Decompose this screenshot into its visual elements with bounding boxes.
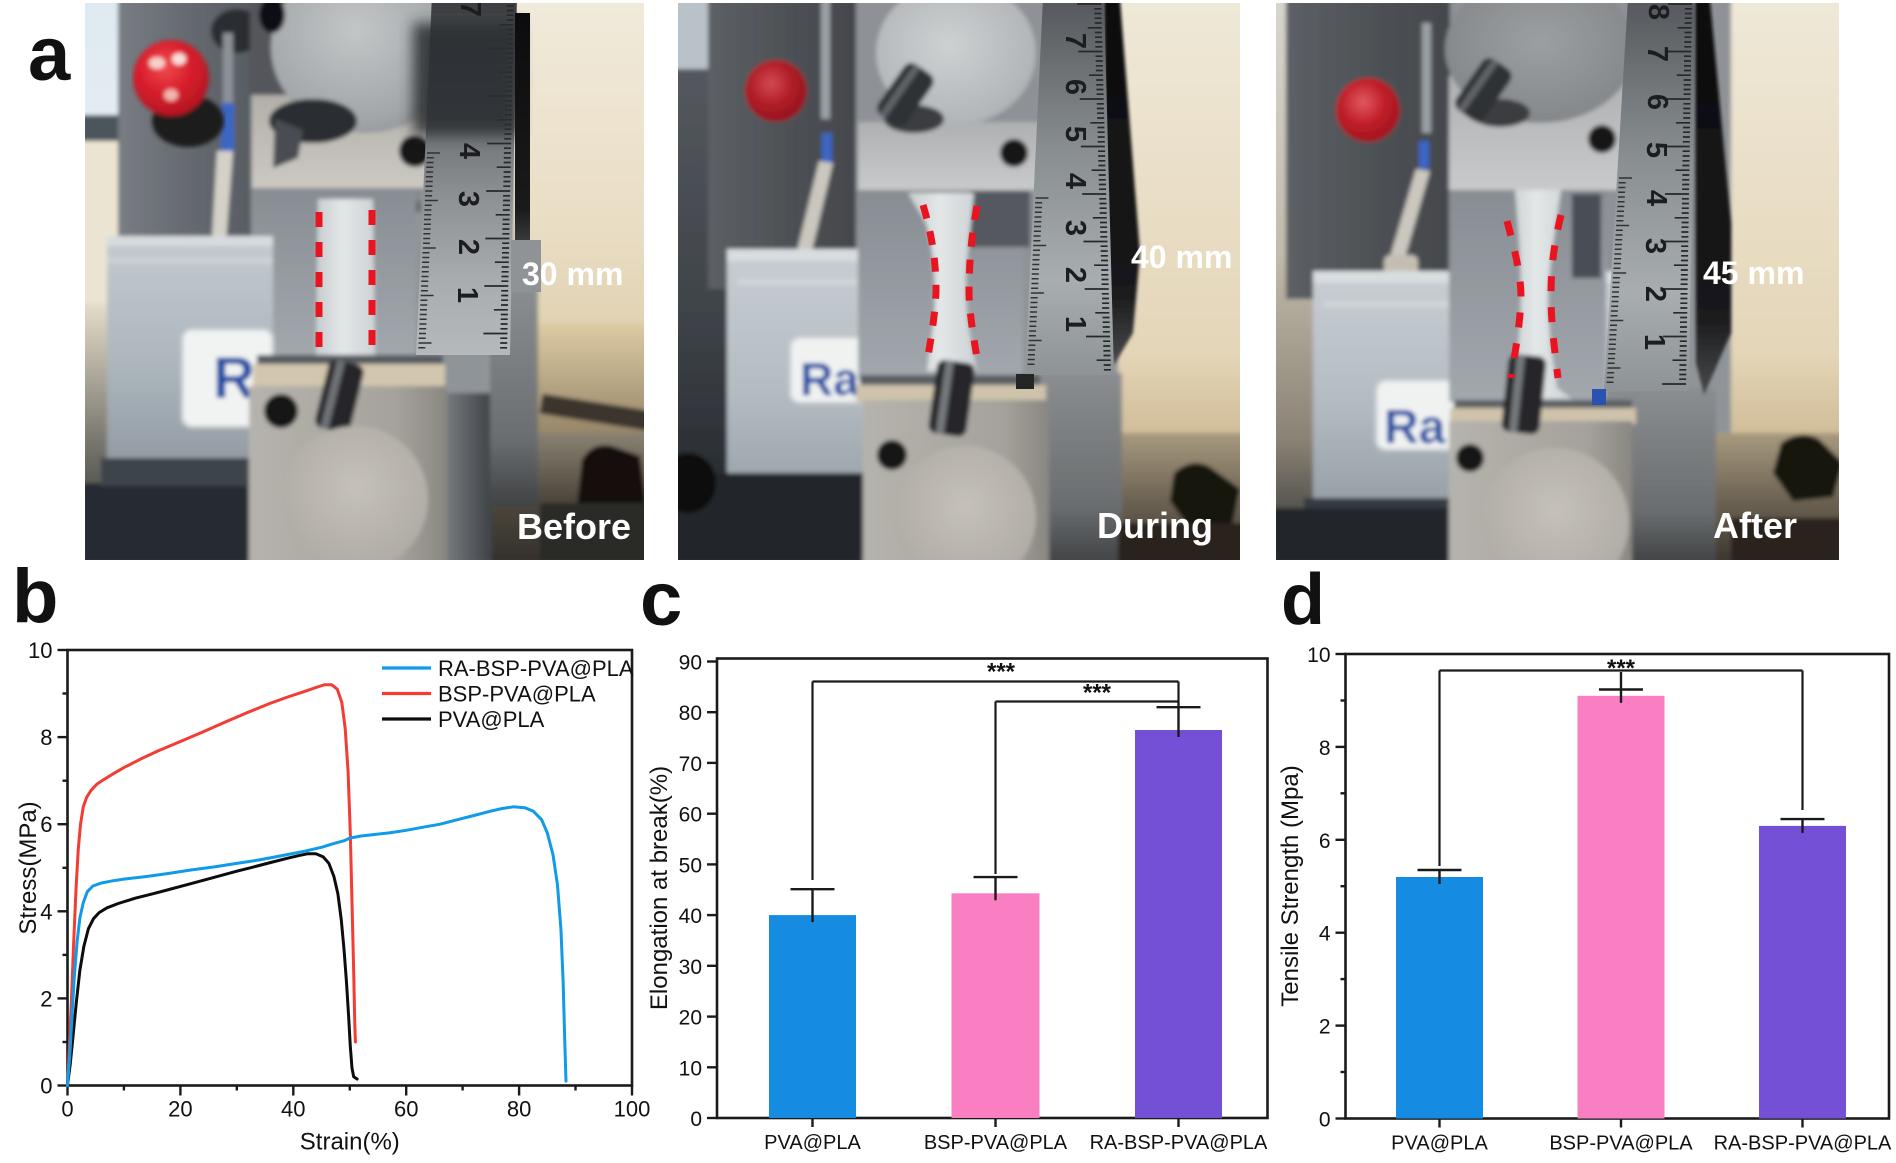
svg-text:Tensile Strength (Mpa): Tensile Strength (Mpa) <box>1277 765 1304 1006</box>
svg-text:3: 3 <box>1059 220 1091 236</box>
svg-text:***: *** <box>1083 680 1112 707</box>
svg-text:4: 4 <box>40 899 52 924</box>
svg-text:80: 80 <box>507 1097 531 1122</box>
svg-text:4: 4 <box>453 143 485 159</box>
svg-text:0: 0 <box>1319 1109 1331 1132</box>
svg-text:20: 20 <box>679 1007 702 1030</box>
svg-text:2: 2 <box>1319 1016 1331 1039</box>
svg-text:c: c <box>640 557 682 642</box>
svg-text:5: 5 <box>1640 142 1672 158</box>
svg-text:After: After <box>1713 505 1797 546</box>
svg-text:60: 60 <box>394 1097 418 1122</box>
svg-text:RA-BSP-PVA@PLA: RA-BSP-PVA@PLA <box>438 656 634 681</box>
svg-text:Strain(%): Strain(%) <box>300 1129 400 1156</box>
svg-text:BSP-PVA@PLA: BSP-PVA@PLA <box>438 682 596 707</box>
svg-text:3: 3 <box>1639 238 1671 254</box>
svg-text:d: d <box>1281 560 1325 640</box>
svg-text:2: 2 <box>1059 267 1091 283</box>
svg-text:0: 0 <box>690 1108 702 1131</box>
svg-text:5: 5 <box>1059 126 1091 142</box>
svg-text:7: 7 <box>454 1 486 17</box>
svg-text:40: 40 <box>281 1097 305 1122</box>
svg-text:8: 8 <box>40 725 52 750</box>
svg-text:0: 0 <box>61 1097 73 1122</box>
svg-text:30: 30 <box>679 956 702 979</box>
svg-text:PVA@PLA: PVA@PLA <box>764 1132 861 1154</box>
svg-text:RA-BSP-PVA@PLA: RA-BSP-PVA@PLA <box>1090 1132 1268 1154</box>
svg-text:3: 3 <box>452 191 484 207</box>
svg-text:b: b <box>12 554 58 639</box>
svg-text:Stress(MPa): Stress(MPa) <box>15 801 42 934</box>
svg-text:7: 7 <box>1641 46 1673 62</box>
svg-text:6: 6 <box>1641 94 1673 110</box>
svg-text:Before: Before <box>517 506 631 547</box>
svg-text:40 mm: 40 mm <box>1131 239 1232 275</box>
svg-text:RA-BSP-PVA@PLA: RA-BSP-PVA@PLA <box>1714 1133 1892 1155</box>
svg-text:BSP-PVA@PLA: BSP-PVA@PLA <box>924 1132 1068 1154</box>
svg-text:Ra: Ra <box>800 353 859 405</box>
svg-text:PVA@PLA: PVA@PLA <box>1391 1133 1488 1155</box>
svg-text:4: 4 <box>1319 923 1331 946</box>
svg-text:***: *** <box>1607 655 1636 682</box>
svg-text:100: 100 <box>614 1097 651 1122</box>
svg-text:50: 50 <box>679 854 702 877</box>
svg-text:Ra: Ra <box>1384 401 1446 454</box>
svg-text:30 mm: 30 mm <box>522 256 623 292</box>
svg-text:45 mm: 45 mm <box>1703 255 1804 291</box>
svg-text:70: 70 <box>679 753 702 776</box>
svg-text:2: 2 <box>40 986 52 1011</box>
svg-text:10: 10 <box>28 638 52 663</box>
svg-text:1: 1 <box>1638 334 1670 350</box>
svg-text:6: 6 <box>1059 79 1091 95</box>
svg-text:7: 7 <box>1059 33 1091 49</box>
svg-text:2: 2 <box>1639 286 1671 302</box>
svg-text:Elongation at break(%): Elongation at break(%) <box>646 766 673 1010</box>
svg-text:During: During <box>1097 505 1213 546</box>
svg-text:1: 1 <box>451 287 483 303</box>
svg-text:***: *** <box>987 659 1016 686</box>
svg-text:80: 80 <box>679 702 702 725</box>
svg-text:2: 2 <box>452 239 484 255</box>
svg-text:BSP-PVA@PLA: BSP-PVA@PLA <box>1549 1133 1693 1155</box>
svg-text:a: a <box>28 12 71 97</box>
svg-text:20: 20 <box>168 1097 192 1122</box>
svg-text:90: 90 <box>679 652 702 675</box>
svg-text:R: R <box>213 346 255 411</box>
svg-text:10: 10 <box>679 1057 702 1080</box>
svg-text:6: 6 <box>1319 830 1331 853</box>
svg-text:60: 60 <box>679 804 702 827</box>
svg-text:0: 0 <box>40 1074 52 1099</box>
svg-text:6: 6 <box>40 812 52 837</box>
svg-text:4: 4 <box>1059 173 1091 189</box>
svg-text:40: 40 <box>679 905 702 928</box>
svg-text:4: 4 <box>1640 190 1672 206</box>
svg-text:8: 8 <box>1319 737 1331 760</box>
svg-text:10: 10 <box>1307 644 1330 667</box>
svg-text:8: 8 <box>1642 4 1674 20</box>
svg-text:PVA@PLA: PVA@PLA <box>438 707 545 732</box>
svg-text:1: 1 <box>1059 316 1091 332</box>
